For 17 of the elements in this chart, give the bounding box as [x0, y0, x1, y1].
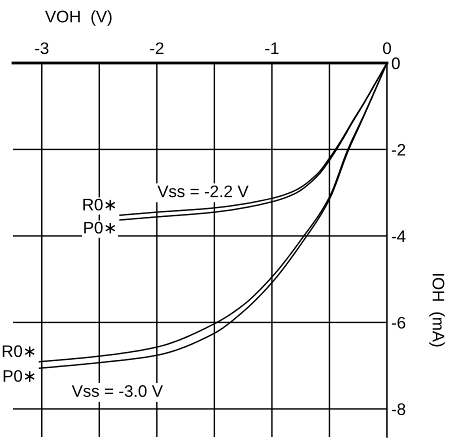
series-label: R0∗: [83, 198, 116, 211]
y-tick-label: 0: [392, 57, 400, 70]
x-tick-label: -3: [35, 42, 48, 54]
series-label: P0∗: [4, 370, 35, 382]
y-tick-label: -2: [392, 144, 406, 156]
annotation: Vss = -3.0 V: [72, 385, 163, 397]
x-tick-label: -1: [265, 42, 279, 54]
y-tick-label: -8: [392, 403, 406, 416]
x-tick-label: 0: [383, 42, 391, 54]
series-label: P0∗: [84, 222, 116, 234]
x-tick-label: -2: [150, 42, 164, 54]
series-label: R0∗: [2, 345, 35, 358]
y-axis-title: IOH (mA): [429, 274, 445, 346]
x-axis-title: VOH (V): [45, 10, 112, 26]
annotation: Vss = -2.2 V: [157, 185, 249, 198]
y-tick-label: -6: [392, 316, 406, 329]
y-tick-label: -4: [392, 230, 406, 242]
